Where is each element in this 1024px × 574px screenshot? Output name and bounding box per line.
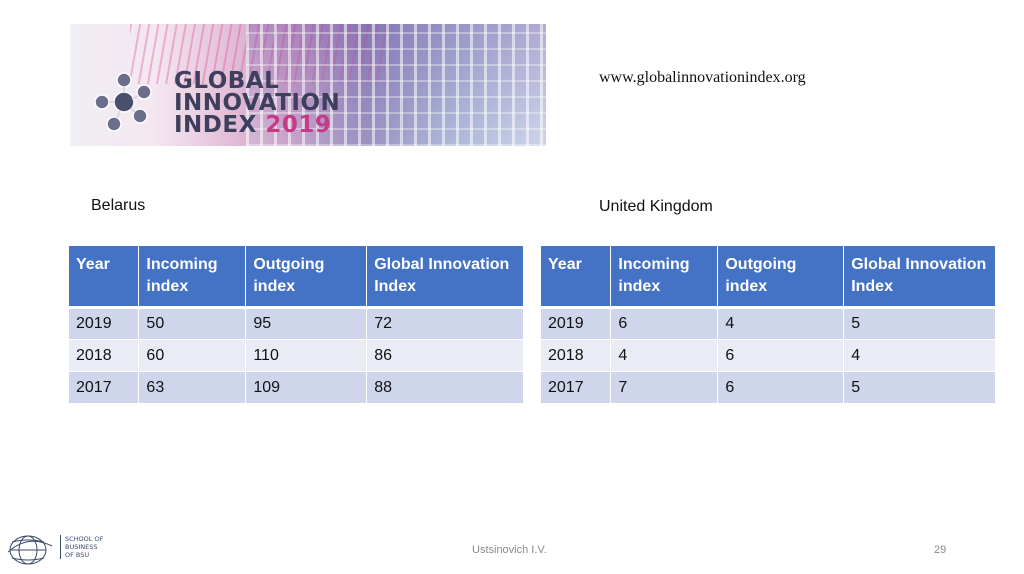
header-year: Year (541, 246, 612, 309)
cell-gii: 72 (366, 307, 524, 340)
cell-year: 2017 (541, 371, 612, 404)
cell-gii: 5 (843, 371, 996, 404)
table-row: 2017 7 6 5 (541, 371, 996, 404)
logo-line-innovation: INNOVATION (174, 90, 341, 116)
cell-year: 2019 (541, 307, 612, 340)
cell-incoming: 4 (610, 339, 719, 372)
page-number: 29 (934, 544, 947, 556)
cell-outgoing: 95 (245, 307, 368, 340)
cell-outgoing: 6 (717, 371, 845, 404)
table-row: 2018 60 110 86 (69, 339, 524, 372)
header-gii: Global Innovation Index (366, 246, 524, 309)
table-row: 2019 50 95 72 (69, 307, 524, 340)
logo-year: 2019 (265, 112, 332, 138)
logo-line: OF BSU (65, 551, 90, 559)
belarus-table: Year Incoming index Outgoing index Globa… (69, 246, 524, 404)
logo-line: BUSINESS (65, 543, 98, 551)
gii-emblem-icon (94, 72, 152, 132)
cell-gii: 5 (843, 307, 996, 340)
cell-incoming: 63 (138, 371, 247, 404)
header-outgoing: Outgoing index (717, 246, 845, 309)
cell-gii: 86 (366, 339, 524, 372)
table-row: 2017 63 109 88 (69, 371, 524, 404)
author-footer: Ustsinovich I.V. (472, 544, 547, 556)
table-row: 2018 4 6 4 (541, 339, 996, 372)
uk-table: Year Incoming index Outgoing index Globa… (541, 246, 996, 404)
banner-building-grid (246, 24, 546, 146)
table-header-row: Year Incoming index Outgoing index Globa… (541, 246, 996, 309)
belarus-heading: Belarus (91, 197, 146, 214)
cell-outgoing: 4 (717, 307, 845, 340)
logo-line-index: INDEX 2019 (174, 112, 340, 138)
table-row: 2019 6 4 5 (541, 307, 996, 340)
table-header-row: Year Incoming index Outgoing index Globa… (69, 246, 524, 309)
header-outgoing: Outgoing index (245, 246, 368, 309)
cell-incoming: 7 (610, 371, 719, 404)
cell-gii: 88 (366, 371, 524, 404)
cell-incoming: 50 (138, 307, 247, 340)
globe-icon (7, 535, 53, 565)
cell-year: 2019 (69, 307, 140, 340)
cell-outgoing: 110 (245, 339, 368, 372)
header-incoming: Incoming index (138, 246, 247, 309)
header-gii: Global Innovation Index (843, 246, 996, 309)
cell-year: 2017 (69, 371, 140, 404)
cell-year: 2018 (541, 339, 612, 372)
cell-incoming: 60 (138, 339, 247, 372)
uk-heading: United Kingdom (599, 198, 713, 215)
cell-outgoing: 109 (245, 371, 368, 404)
cell-incoming: 6 (610, 307, 719, 340)
logo-line-global: GLOBAL (174, 68, 280, 94)
header-incoming: Incoming index (610, 246, 719, 309)
header-year: Year (69, 246, 140, 309)
gii-banner-image: GLOBAL INNOVATION INDEX 2019 (70, 24, 546, 146)
cell-gii: 4 (843, 339, 996, 372)
source-url: www.globalinnovationindex.org (599, 69, 806, 86)
gii-logo-text: GLOBAL INNOVATION INDEX 2019 (174, 68, 341, 138)
school-logo-text: SCHOOL OF BUSINESS OF BSU (60, 535, 103, 559)
cell-outgoing: 6 (717, 339, 845, 372)
logo-index-word: INDEX (174, 112, 257, 138)
school-logo: SCHOOL OF BUSINESS OF BSU (6, 530, 116, 570)
logo-line: SCHOOL OF (65, 535, 104, 543)
cell-year: 2018 (69, 339, 140, 372)
